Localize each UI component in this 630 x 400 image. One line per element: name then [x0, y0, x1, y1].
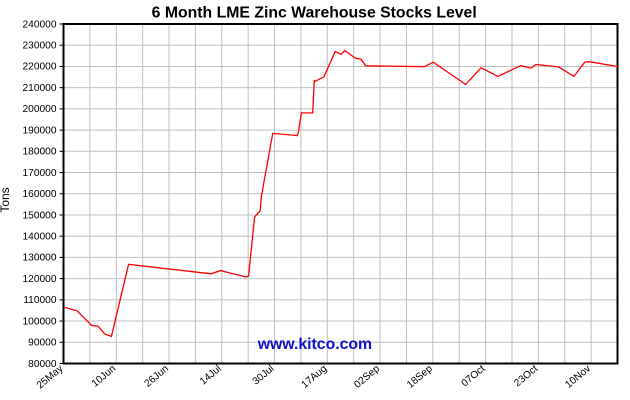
svg-text:160000: 160000 [23, 189, 57, 200]
svg-text:130000: 130000 [23, 253, 57, 264]
svg-text:190000: 190000 [23, 125, 57, 136]
svg-text:110000: 110000 [23, 295, 57, 306]
svg-text:140000: 140000 [23, 231, 57, 242]
svg-text:170000: 170000 [23, 168, 57, 179]
svg-text:120000: 120000 [23, 274, 57, 285]
svg-text:210000: 210000 [23, 83, 57, 94]
svg-text:90000: 90000 [28, 338, 57, 349]
svg-text:150000: 150000 [23, 210, 57, 221]
svg-text:100000: 100000 [23, 316, 57, 327]
svg-text:200000: 200000 [23, 104, 57, 115]
svg-text:180000: 180000 [23, 147, 57, 158]
svg-text:240000: 240000 [23, 19, 57, 30]
svg-text:220000: 220000 [23, 62, 57, 73]
svg-text:230000: 230000 [23, 41, 57, 52]
svg-text:Tons: Tons [0, 187, 12, 212]
svg-text:6 Month LME Zinc Warehouse Sto: 6 Month LME Zinc Warehouse Stocks Level [152, 5, 477, 22]
